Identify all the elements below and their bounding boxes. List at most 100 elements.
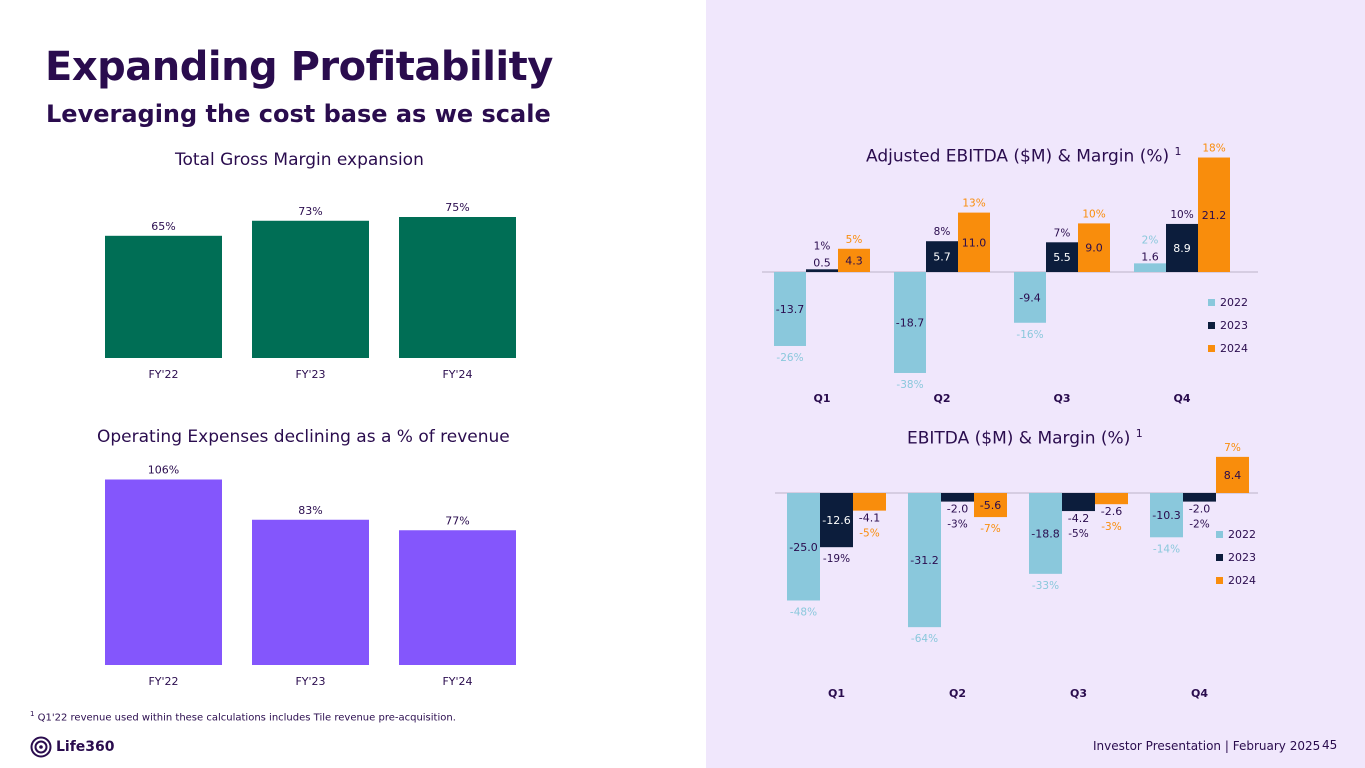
- ebitda-margin-label-2023-q4: -2%: [1189, 519, 1209, 531]
- ebitda-category-label-q4: Q4: [1191, 687, 1208, 700]
- opex-chart-title: Operating Expenses declining as a % of r…: [97, 427, 510, 447]
- ebitda-value-label-2023-q1: -12.6: [822, 514, 850, 527]
- ebitda-value-label-2022-q3: -18.8: [1031, 527, 1059, 540]
- gross_margin-category-label-2: FY'24: [442, 368, 472, 381]
- ebitda-value-label-2023-q3: -4.2: [1068, 512, 1089, 525]
- adj_ebitda-legend-label-2023: 2023: [1220, 319, 1248, 332]
- opex-category-label-1: FY'23: [295, 675, 325, 688]
- ebitda-margin-label-2022-q3: -33%: [1032, 580, 1059, 592]
- right-panel-background: [706, 0, 1365, 768]
- adj_ebitda-legend-swatch-2023: [1208, 322, 1215, 329]
- logo-text: Life360: [56, 739, 115, 755]
- ebitda-bar-2022-q3: [1029, 493, 1062, 574]
- ebitda-margin-label-2024-q4: 7%: [1224, 442, 1241, 454]
- adj_ebitda-value-label-2022-q3: -9.4: [1019, 291, 1040, 304]
- ebitda-margin-label-2024-q3: -3%: [1101, 521, 1121, 533]
- ebitda-legend-swatch-2023: [1216, 554, 1223, 561]
- adj_ebitda-legend-swatch-2022: [1208, 299, 1215, 306]
- adj_ebitda-bar-2022-q2: [894, 272, 926, 373]
- ebitda-margin-label-2022-q2: -64%: [911, 633, 938, 645]
- adj_ebitda-value-label-2024-q4: 21.2: [1202, 209, 1227, 222]
- ebitda-bar-2022-q1: [787, 493, 820, 601]
- adj_ebitda-margin-label-2023-q1: 1%: [814, 240, 831, 252]
- ebitda-value-label-2024-q3: -2.6: [1101, 505, 1122, 518]
- ebitda-margin-label-2022-q1: -48%: [790, 607, 817, 619]
- adj_ebitda-bar-2022-q1: [774, 272, 806, 346]
- ebitda-legend-swatch-2024: [1216, 577, 1223, 584]
- adj_ebitda-bar-2023-q1: [806, 269, 838, 272]
- adj_ebitda-legend-swatch-2024: [1208, 345, 1215, 352]
- adj_ebitda-margin-label-2024-q3: 10%: [1082, 208, 1105, 220]
- ebitda-legend-swatch-2022: [1216, 531, 1223, 538]
- adj-ebitda-chart-title: Adjusted EBITDA ($M) & Margin (%) 1: [866, 145, 1182, 167]
- ebitda-value-label-2024-q2: -5.6: [980, 499, 1001, 512]
- ebitda-value-label-2022-q1: -25.0: [789, 541, 817, 554]
- ebitda-title-marker: 1: [1135, 427, 1143, 440]
- opex-bar-0: [105, 479, 222, 665]
- opex-category-label-2: FY'24: [442, 675, 472, 688]
- adj_ebitda-value-label-2022-q4: 1.6: [1141, 250, 1159, 263]
- adj_ebitda-bar-2024-q3: [1078, 223, 1110, 272]
- gross_margin-value-label-2: 75%: [445, 201, 469, 214]
- adj_ebitda-margin-label-2022-q4: 2%: [1142, 234, 1159, 246]
- adj_ebitda-margin-label-2023-q3: 7%: [1054, 227, 1071, 239]
- page-number: 45: [1322, 738, 1338, 752]
- adj_ebitda-margin-label-2023-q2: 8%: [934, 226, 951, 238]
- gross_margin-category-label-1: FY'23: [295, 368, 325, 381]
- ebitda-margin-label-2024-q2: -7%: [980, 523, 1000, 535]
- adj_ebitda-margin-label-2024-q4: 18%: [1202, 143, 1225, 155]
- adj_ebitda-bar-2022-q4: [1134, 263, 1166, 272]
- gross_margin-bar-2: [399, 217, 516, 358]
- ebitda-chart-title: EBITDA ($M) & Margin (%) 1: [907, 427, 1143, 449]
- adj_ebitda-value-label-2024-q2: 11.0: [962, 236, 987, 249]
- footnote-marker: 1: [30, 710, 35, 718]
- gross_margin-bar-0: [105, 235, 222, 358]
- adj-ebitda-title-marker: 1: [1174, 145, 1182, 158]
- opex-value-label-1: 83%: [298, 504, 322, 517]
- opex-value-label-2: 77%: [445, 514, 469, 527]
- ebitda-margin-label-2024-q1: -5%: [859, 528, 879, 540]
- adj_ebitda-bar-2023-q3: [1046, 242, 1078, 272]
- adj_ebitda-value-label-2022-q1: -13.7: [776, 303, 804, 316]
- ebitda-bar-2022-q4: [1150, 493, 1183, 538]
- ebitda-bar-2023-q3: [1062, 493, 1095, 512]
- adj_ebitda-bar-2022-q3: [1014, 272, 1046, 323]
- adj_ebitda-margin-label-2023-q4: 10%: [1170, 209, 1193, 221]
- footnote: 1 Q1'22 revenue used within these calcul…: [30, 710, 456, 723]
- adj_ebitda-category-label-q2: Q2: [933, 392, 950, 405]
- adj_ebitda-margin-label-2022-q2: -38%: [896, 379, 923, 391]
- ebitda-title-text: EBITDA ($M) & Margin (%): [907, 428, 1131, 449]
- life360-logo: Life360: [30, 736, 115, 758]
- ebitda-value-label-2023-q2: -2.0: [947, 503, 968, 516]
- ebitda-margin-label-2023-q1: -19%: [823, 553, 850, 565]
- ebitda-bar-2022-q2: [908, 493, 941, 628]
- opex-bar-2: [399, 530, 516, 665]
- adj-ebitda-title-text: Adjusted EBITDA ($M) & Margin (%): [866, 146, 1170, 167]
- adj_ebitda-category-label-q4: Q4: [1173, 392, 1190, 405]
- adj_ebitda-bar-2023-q2: [926, 241, 958, 272]
- ebitda-bar-2023-q2: [941, 493, 974, 502]
- adj_ebitda-margin-label-2022-q3: -16%: [1016, 329, 1043, 341]
- gross_margin-bar-1: [252, 220, 369, 358]
- adj_ebitda-value-label-2023-q4: 8.9: [1173, 242, 1191, 255]
- ebitda-category-label-q2: Q2: [949, 687, 966, 700]
- adj_ebitda-margin-label-2024-q2: 13%: [962, 198, 985, 210]
- ebitda-bar-2024-q1: [853, 493, 886, 511]
- adj_ebitda-value-label-2023-q2: 5.7: [933, 251, 951, 264]
- footnote-text: Q1'22 revenue used within these calculat…: [37, 712, 456, 724]
- opex-category-label-0: FY'22: [148, 675, 178, 688]
- adj_ebitda-value-label-2023-q3: 5.5: [1053, 251, 1071, 264]
- adj_ebitda-legend-label-2022: 2022: [1220, 296, 1248, 309]
- gross-margin-chart-title: Total Gross Margin expansion: [175, 150, 424, 170]
- ebitda-value-label-2022-q4: -10.3: [1152, 509, 1180, 522]
- adj_ebitda-category-label-q1: Q1: [813, 392, 830, 405]
- adj_ebitda-bar-2024-q4: [1198, 157, 1230, 272]
- ebitda-bar-2023-q4: [1183, 493, 1216, 502]
- ebitda-value-label-2022-q2: -31.2: [910, 554, 938, 567]
- page-subtitle: Leveraging the cost base as we scale: [46, 100, 551, 128]
- gross_margin-value-label-1: 73%: [298, 205, 322, 218]
- adj_ebitda-margin-label-2024-q1: 5%: [846, 234, 863, 246]
- adj_ebitda-bar-2024-q1: [838, 248, 870, 272]
- page-title: Expanding Profitability: [45, 44, 553, 90]
